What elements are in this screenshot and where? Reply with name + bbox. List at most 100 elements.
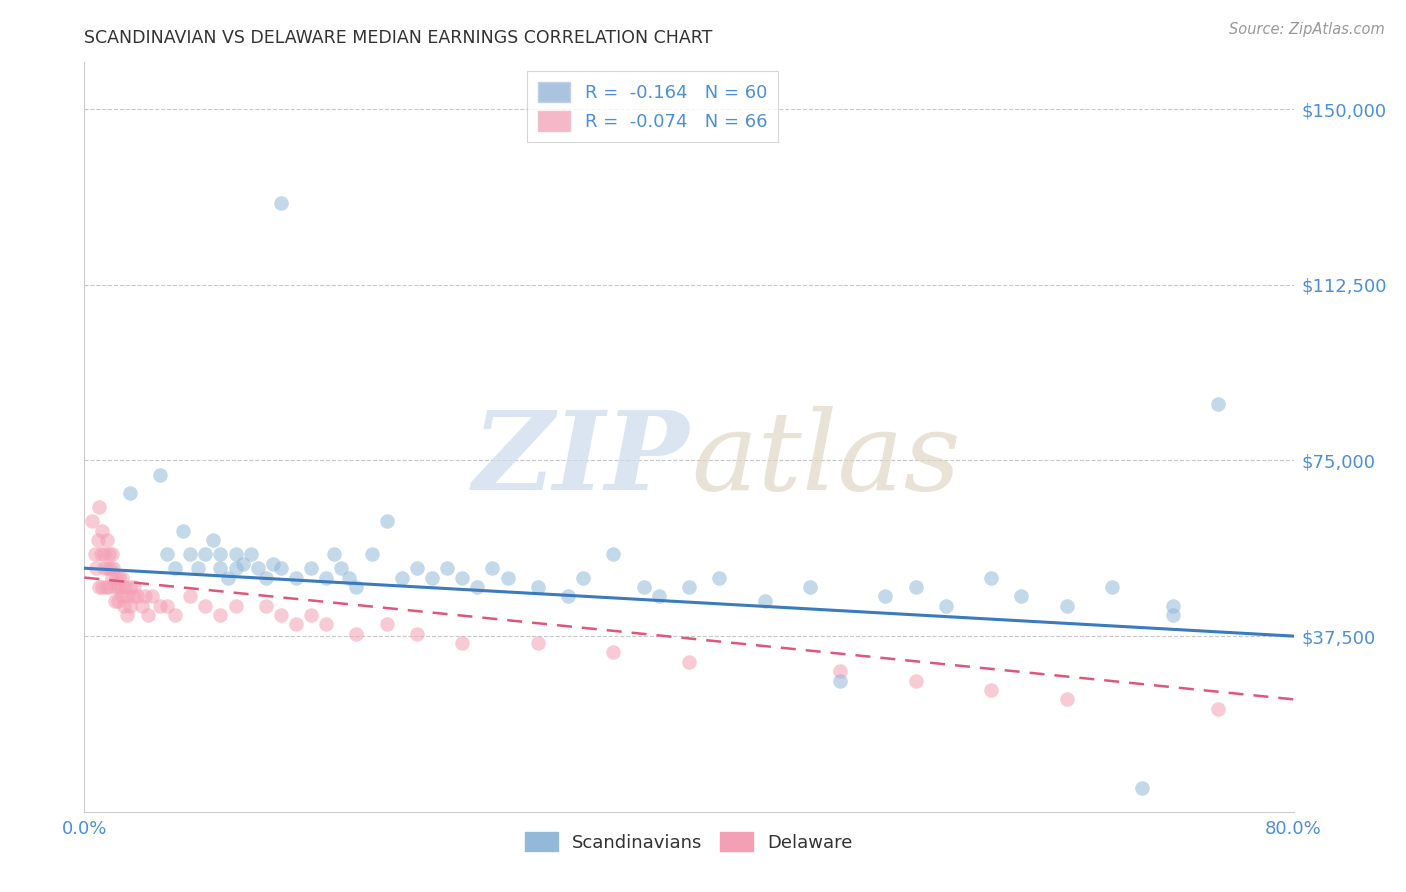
Point	[94, 580, 117, 594]
Point	[108, 571, 131, 585]
Point	[89, 580, 111, 594]
Point	[156, 547, 179, 561]
Point	[165, 608, 187, 623]
Point	[572, 571, 595, 585]
Point	[602, 547, 624, 561]
Point	[346, 626, 368, 640]
Point	[232, 557, 254, 571]
Point	[187, 561, 209, 575]
Point	[285, 617, 308, 632]
Point	[209, 608, 232, 623]
Point	[481, 561, 503, 575]
Point	[111, 590, 134, 604]
Point	[101, 561, 124, 575]
Point	[80, 514, 103, 528]
Point	[239, 547, 262, 561]
Point	[122, 580, 145, 594]
Point	[194, 547, 217, 561]
Point	[1056, 599, 1078, 613]
Point	[247, 561, 270, 575]
Point	[134, 590, 156, 604]
Point	[201, 533, 224, 547]
Point	[678, 580, 700, 594]
Point	[1011, 590, 1033, 604]
Point	[451, 571, 474, 585]
Point	[93, 561, 115, 575]
Text: Source: ZipAtlas.com: Source: ZipAtlas.com	[1229, 22, 1385, 37]
Point	[156, 599, 179, 613]
Point	[89, 500, 111, 515]
Point	[96, 561, 118, 575]
Point	[172, 524, 194, 538]
Point	[557, 590, 579, 604]
Text: atlas: atlas	[692, 406, 960, 513]
Point	[285, 571, 308, 585]
Point	[91, 580, 114, 594]
Point	[330, 561, 353, 575]
Point	[299, 608, 322, 623]
Point	[96, 533, 118, 547]
Point	[225, 561, 247, 575]
Point	[875, 590, 897, 604]
Point	[799, 580, 821, 594]
Point	[100, 571, 122, 585]
Point	[209, 547, 232, 561]
Point	[391, 571, 413, 585]
Point	[1206, 397, 1229, 411]
Point	[141, 590, 163, 604]
Point	[602, 646, 624, 660]
Point	[111, 571, 134, 585]
Point	[115, 590, 138, 604]
Point	[648, 590, 671, 604]
Point	[110, 580, 132, 594]
Point	[104, 594, 127, 608]
Point	[1101, 580, 1123, 594]
Point	[136, 608, 159, 623]
Point	[179, 547, 201, 561]
Point	[904, 673, 927, 688]
Point	[107, 594, 129, 608]
Point	[131, 599, 153, 613]
Point	[90, 547, 112, 561]
Point	[451, 636, 474, 650]
Point	[360, 547, 382, 561]
Point	[225, 547, 247, 561]
Point	[165, 561, 187, 575]
Point	[93, 547, 115, 561]
Text: SCANDINAVIAN VS DELAWARE MEDIAN EARNINGS CORRELATION CHART: SCANDINAVIAN VS DELAWARE MEDIAN EARNINGS…	[84, 29, 713, 47]
Point	[118, 486, 141, 500]
Point	[91, 524, 114, 538]
Point	[1206, 701, 1229, 715]
Point	[194, 599, 217, 613]
Point	[105, 571, 128, 585]
Point	[1056, 692, 1078, 706]
Point	[118, 599, 141, 613]
Point	[254, 571, 277, 585]
Point	[496, 571, 519, 585]
Point	[678, 655, 700, 669]
Point	[709, 571, 731, 585]
Point	[467, 580, 489, 594]
Point	[97, 547, 120, 561]
Point	[270, 608, 292, 623]
Point	[97, 580, 120, 594]
Point	[112, 599, 135, 613]
Legend: Scandinavians, Delaware: Scandinavians, Delaware	[517, 824, 860, 859]
Point	[322, 547, 344, 561]
Point	[270, 195, 292, 210]
Point	[262, 557, 284, 571]
Point	[118, 580, 141, 594]
Point	[115, 608, 138, 623]
Point	[1161, 599, 1184, 613]
Point	[935, 599, 957, 613]
Point	[375, 617, 398, 632]
Point	[980, 571, 1002, 585]
Point	[270, 561, 292, 575]
Point	[315, 617, 337, 632]
Point	[299, 561, 322, 575]
Point	[830, 664, 852, 679]
Point	[86, 561, 108, 575]
Point	[980, 683, 1002, 698]
Point	[149, 599, 172, 613]
Point	[100, 547, 122, 561]
